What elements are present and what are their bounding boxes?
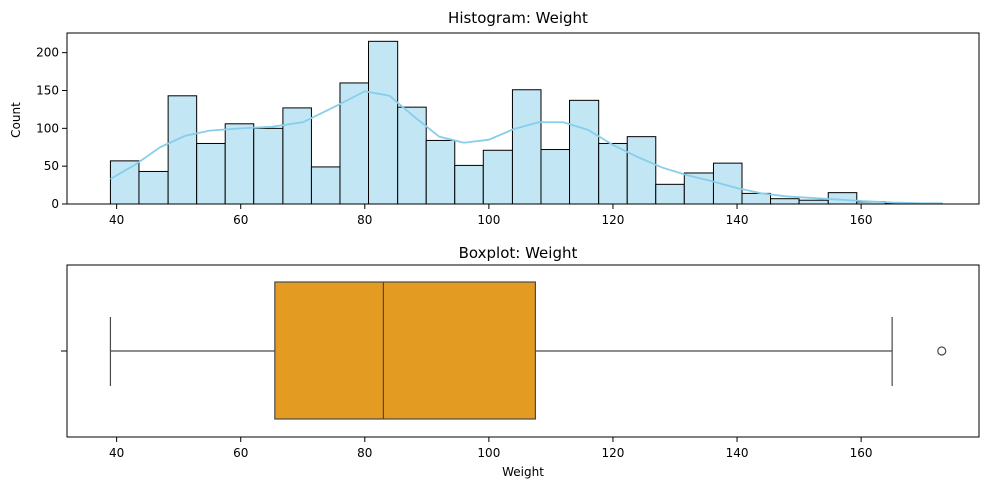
x-tick-label: 80 — [357, 446, 372, 460]
x-tick-label: 160 — [850, 446, 873, 460]
kde-curve — [109, 90, 942, 205]
histogram-bar — [770, 198, 800, 205]
boxplot-panel: Boxplot: Weight 40 60 80 100 120 140 160 Weigh… — [61, 244, 980, 479]
histogram-bar — [397, 106, 427, 205]
x-tick-label: 60 — [233, 446, 248, 460]
histogram-panel: Histogram: Weight Count 0 50 100 150 200 40 6… — [9, 9, 980, 227]
box-iqr — [274, 281, 537, 420]
boxplot-x-axis-label: Weight — [502, 465, 544, 479]
histogram-bar — [482, 149, 513, 205]
y-tick-label: 100 — [36, 121, 59, 135]
x-tick-label: 140 — [726, 446, 749, 460]
histogram-bar — [368, 40, 399, 205]
histogram-bar — [569, 99, 600, 205]
x-tick-label: 80 — [357, 213, 372, 227]
histogram-bar — [741, 192, 772, 205]
histogram-bar — [339, 82, 370, 205]
histogram-y-ticks: 0 50 100 150 200 — [36, 46, 67, 211]
x-tick-label: 100 — [477, 213, 500, 227]
y-tick-label: 50 — [44, 159, 59, 173]
x-tick-label: 40 — [109, 446, 124, 460]
x-tick-label: 140 — [726, 213, 749, 227]
histogram-bar — [425, 139, 456, 205]
y-tick-label: 200 — [36, 46, 59, 60]
boxplot-elements — [109, 281, 947, 420]
boxplot-x-ticks: 40 60 80 100 120 140 160 — [109, 437, 873, 460]
histogram-x-ticks: 40 60 80 100 120 140 160 — [109, 204, 873, 227]
outlier-point — [937, 346, 947, 356]
histogram-bar — [224, 123, 255, 205]
histogram-bar — [540, 149, 571, 205]
histogram-bar — [196, 142, 226, 205]
histogram-bar — [167, 95, 198, 205]
x-tick-label: 120 — [602, 213, 625, 227]
x-tick-label: 40 — [109, 213, 124, 227]
histogram-title: Histogram: Weight — [448, 9, 588, 27]
boxplot-axes-frame — [66, 264, 980, 438]
histogram-bar — [798, 199, 829, 205]
x-tick-label: 160 — [850, 213, 873, 227]
histogram-bar — [253, 127, 284, 205]
x-tick-label: 100 — [477, 446, 500, 460]
x-tick-label: 60 — [233, 213, 248, 227]
y-tick-label: 150 — [36, 84, 59, 98]
histogram-bar — [626, 136, 657, 205]
histogram-bar — [827, 192, 858, 205]
histogram-bar — [598, 142, 628, 205]
histogram-bar — [655, 183, 685, 205]
histogram-bar — [109, 160, 140, 205]
histogram-bar — [511, 89, 542, 205]
histogram-bar — [138, 170, 169, 205]
histogram-axes-frame — [66, 32, 980, 205]
y-tick-label: 0 — [51, 197, 59, 211]
x-tick-label: 120 — [602, 446, 625, 460]
histogram-bar — [454, 164, 484, 205]
histogram-y-axis-label: Count — [9, 102, 23, 138]
histogram-bars — [109, 40, 943, 205]
histogram-bar — [310, 166, 341, 205]
boxplot-title: Boxplot: Weight — [459, 244, 578, 262]
